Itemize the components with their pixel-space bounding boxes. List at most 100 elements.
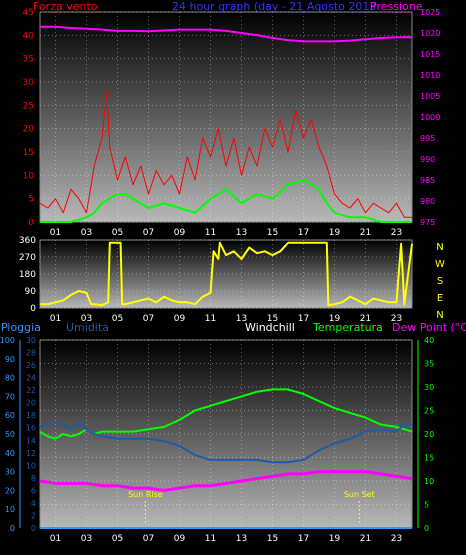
temperature-y-tick-label: 15 xyxy=(424,454,434,463)
rain-label: Pioggia xyxy=(1,321,41,334)
bottom-grid xyxy=(40,339,412,529)
temperature-y-tick-label: 25 xyxy=(424,407,434,416)
direction-y-tick-label: 90 xyxy=(25,287,37,297)
rain-y-tick-label: 40 xyxy=(5,449,15,458)
wind-y-tick-label: 35 xyxy=(23,55,34,65)
humidity-y-tick-label: 24 xyxy=(26,374,36,383)
top-axes: 0510152025303540459759809859909951000100… xyxy=(23,8,441,238)
temperature-y-tick-label: 30 xyxy=(424,383,434,392)
pressure-label: Pressione xyxy=(370,0,423,13)
bottom-x-tick-label: 01 xyxy=(50,534,61,544)
humidity-y-tick-label: 4 xyxy=(31,499,36,508)
bottom-x-tick-label: 19 xyxy=(329,534,341,544)
wind-y-tick-label: 10 xyxy=(23,171,35,181)
humidity-y-tick-label: 6 xyxy=(31,486,36,495)
direction-x-tick-label: 11 xyxy=(205,314,216,324)
top-x-tick-label: 13 xyxy=(236,228,247,238)
temperature-y-tick-label: 0 xyxy=(424,524,429,533)
compass-label-n: N xyxy=(436,242,443,253)
humidity-line xyxy=(39,421,412,464)
humidity-y-tick-label: 10 xyxy=(26,461,36,470)
direction-x-tick-label: 21 xyxy=(360,314,371,324)
wind-direction-line xyxy=(40,241,413,307)
direction-y-tick-label: 270 xyxy=(19,253,36,263)
temperature-label: Temperatura xyxy=(312,321,383,334)
wind-y-tick-label: 25 xyxy=(23,101,34,111)
bottom-x-tick-label: 17 xyxy=(298,534,309,544)
humidity-y-tick-label: 8 xyxy=(31,474,36,483)
top-x-tick-label: 01 xyxy=(50,228,61,238)
top-x-tick-label: 09 xyxy=(174,228,186,238)
compass-label-n: N xyxy=(436,310,443,321)
humidity-y-tick-label: 20 xyxy=(26,399,36,408)
wind-y-tick-label: 20 xyxy=(23,125,35,135)
chart-title: 24 hour graph (day - 21 Agosto 2013 xyxy=(172,0,376,13)
top-x-tick-label: 03 xyxy=(81,228,92,238)
bottom-x-tick-label: 13 xyxy=(236,534,247,544)
direction-x-tick-label: 01 xyxy=(50,314,61,324)
temperature-line xyxy=(39,388,413,440)
wind-y-tick-label: 15 xyxy=(23,148,34,158)
windchill-label: Windchill xyxy=(245,321,295,334)
wind-gust-line xyxy=(40,179,412,223)
rain-y-tick-label: 70 xyxy=(5,392,15,401)
bottom-x-tick-label: 05 xyxy=(112,534,123,544)
bottom-x-tick-label: 11 xyxy=(205,534,216,544)
humidity-y-tick-label: 2 xyxy=(31,511,36,520)
rain-y-tick-label: 100 xyxy=(0,336,15,345)
rain-y-tick-label: 50 xyxy=(5,430,15,439)
humidity-y-tick-label: 28 xyxy=(26,349,36,358)
top-panel: 0510152025303540459759809859909951000100… xyxy=(23,0,441,238)
sunset-label: Sun Set xyxy=(344,490,375,499)
top-x-tick-label: 15 xyxy=(267,228,278,238)
top-x-tick-label: 23 xyxy=(391,228,402,238)
temperature-y-tick-label: 40 xyxy=(424,336,434,345)
top-x-tick-label: 21 xyxy=(360,228,371,238)
wind-y-tick-label: 40 xyxy=(23,31,35,41)
pressure-y-tick-label: 1020 xyxy=(420,29,440,38)
top-x-tick-label: 19 xyxy=(329,228,341,238)
bottom-x-tick-label: 23 xyxy=(391,534,402,544)
rain-y-tick-label: 30 xyxy=(5,468,15,477)
humidity-y-tick-label: 12 xyxy=(26,449,36,458)
direction-axes: 0 90 180 270 360 01 03 05 07 09 11 13 15 17 19 21 23 xyxy=(19,236,402,324)
wind-strength-label: Forza vento xyxy=(33,0,98,13)
pressure-line xyxy=(40,25,412,43)
pressure-y-tick-label: 980 xyxy=(420,197,435,206)
bottom-x-tick-label: 21 xyxy=(360,534,371,544)
direction-y-tick-label: 360 xyxy=(19,236,36,246)
wind-y-tick-label: 30 xyxy=(23,78,35,88)
direction-y-tick-label: 0 xyxy=(30,304,36,314)
humidity-label: Umidita xyxy=(66,321,109,334)
bottom-x-tick-label: 09 xyxy=(174,534,186,544)
direction-x-tick-label: 15 xyxy=(267,314,278,324)
temperature-y-tick-label: 35 xyxy=(424,360,434,369)
top-x-tick-label: 07 xyxy=(143,228,154,238)
bottom-x-tick-label: 03 xyxy=(81,534,92,544)
direction-x-tick-label: 23 xyxy=(391,314,402,324)
top-x-tick-label: 05 xyxy=(112,228,123,238)
pressure-y-tick-label: 1015 xyxy=(420,50,440,59)
direction-x-tick-label: 19 xyxy=(329,314,341,324)
bottom-panel: 0102030405060708090100024681012141618202… xyxy=(0,321,466,544)
direction-y-tick-label: 180 xyxy=(19,270,36,280)
rain-y-tick-label: 10 xyxy=(5,505,15,514)
direction-x-tick-label: 17 xyxy=(298,314,309,324)
rain-y-tick-label: 90 xyxy=(5,355,15,364)
bottom-axes: 0102030405060708090100024681012141618202… xyxy=(0,336,434,544)
direction-series xyxy=(40,241,413,307)
bottom-x-tick-label: 15 xyxy=(267,534,278,544)
compass-label-w: W xyxy=(435,259,445,270)
humidity-y-tick-label: 14 xyxy=(26,436,36,445)
bottom-x-tick-label: 07 xyxy=(143,534,154,544)
direction-x-tick-label: 03 xyxy=(81,314,92,324)
direction-x-tick-label: 13 xyxy=(236,314,247,324)
humidity-y-tick-label: 16 xyxy=(26,424,36,433)
dewpoint-label: Dew Point (°C) xyxy=(392,321,466,334)
humidity-y-tick-label: 22 xyxy=(26,386,36,395)
wind-y-tick-label: 0 xyxy=(28,218,34,228)
bottom-series xyxy=(39,388,413,529)
top-plot-area xyxy=(39,11,413,223)
